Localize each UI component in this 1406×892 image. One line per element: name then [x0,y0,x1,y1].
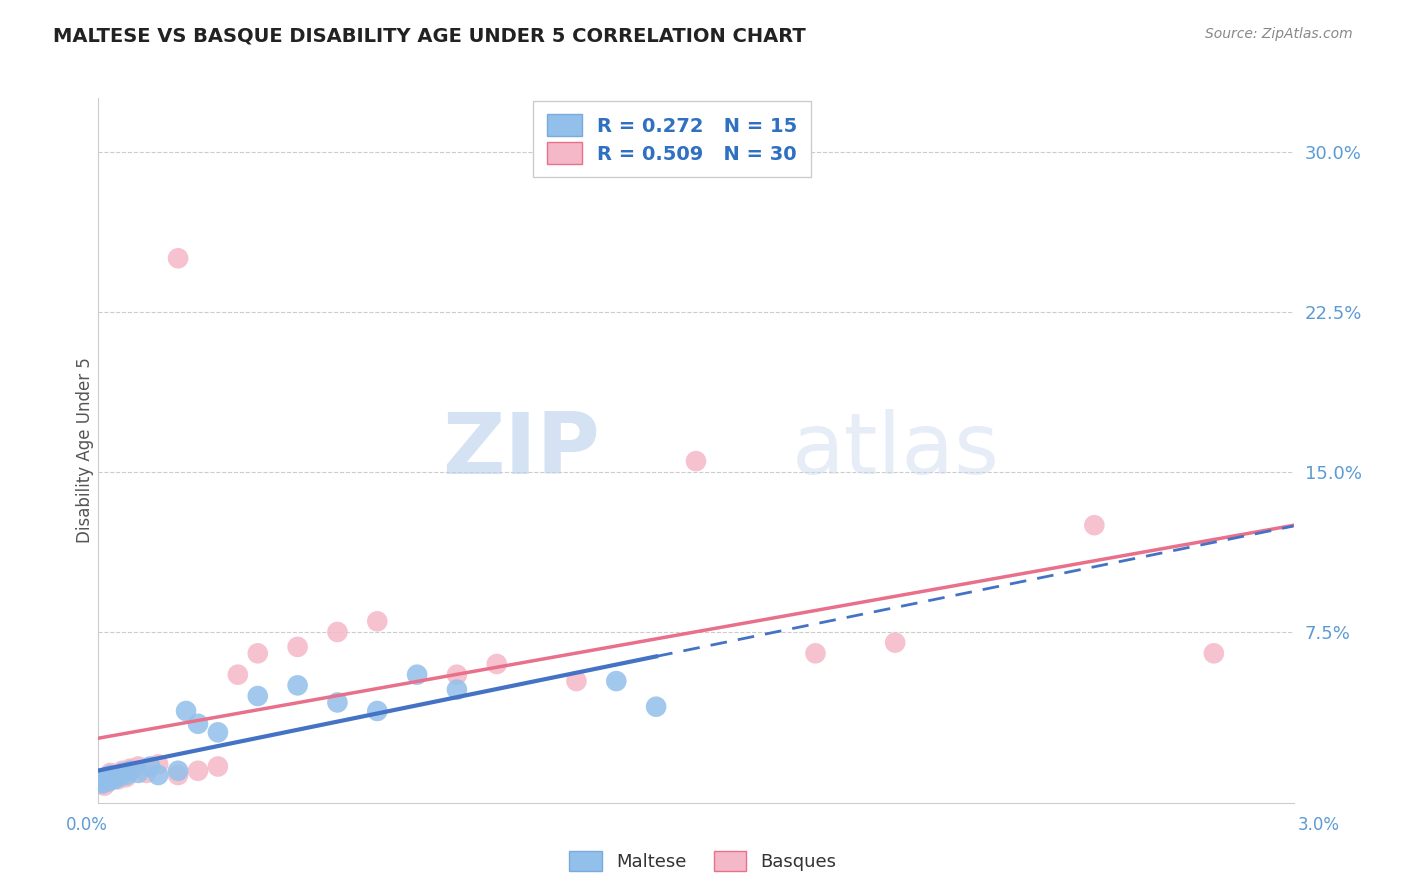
Point [91,772,114,787]
Point [1083,518,1105,533]
Point [884,635,907,649]
Point [97,774,120,789]
Point [326,624,349,639]
Legend: R = 0.272   N = 15, R = 0.509   N = 30: R = 0.272 N = 15, R = 0.509 N = 30 [533,101,811,178]
Point [246,646,269,660]
Point [174,704,197,718]
Point [167,768,190,782]
Point [167,764,190,778]
Point [446,682,468,697]
Point [685,454,707,468]
Point [89,776,111,790]
Point [804,646,827,660]
Point [135,765,157,780]
Point [287,640,309,654]
Text: MALTESE VS BASQUE DISABILITY AGE UNDER 5 CORRELATION CHART: MALTESE VS BASQUE DISABILITY AGE UNDER 5… [53,27,806,45]
Point [107,770,129,784]
Point [366,704,388,718]
Point [187,764,209,778]
Point [139,759,162,773]
Point [148,768,170,782]
Point [98,765,122,780]
Point [93,779,115,793]
Point [187,716,209,731]
Point [115,770,138,784]
Point [207,725,229,739]
Text: 3.0%: 3.0% [1298,816,1340,834]
Point [96,770,118,784]
Point [107,772,129,787]
Point [111,764,134,778]
Point [446,667,468,681]
Point [207,759,229,773]
Point [111,765,134,780]
Point [103,772,125,787]
Point [115,768,138,782]
Point [645,699,668,714]
Y-axis label: Disability Age Under 5: Disability Age Under 5 [76,358,94,543]
Point [96,770,118,784]
Point [127,759,149,773]
Point [103,768,125,782]
Point [148,757,170,772]
Point [167,252,190,266]
Point [97,774,120,789]
Point [91,776,114,790]
Point [605,674,627,689]
Point [485,657,508,671]
Point [127,765,149,780]
Text: Source: ZipAtlas.com: Source: ZipAtlas.com [1205,27,1353,41]
Point [287,678,309,692]
Point [1202,646,1225,660]
Point [120,762,142,776]
Point [406,667,429,681]
Legend: Maltese, Basques: Maltese, Basques [562,844,844,879]
Text: 0.0%: 0.0% [66,816,108,834]
Point [93,772,115,787]
Point [120,764,142,778]
Point [246,689,269,703]
Point [98,768,122,782]
Point [89,774,111,789]
Point [565,674,588,689]
Point [326,695,349,709]
Text: ZIP: ZIP [443,409,600,492]
Point [366,615,388,629]
Text: atlas: atlas [792,409,1000,492]
Point [226,667,249,681]
